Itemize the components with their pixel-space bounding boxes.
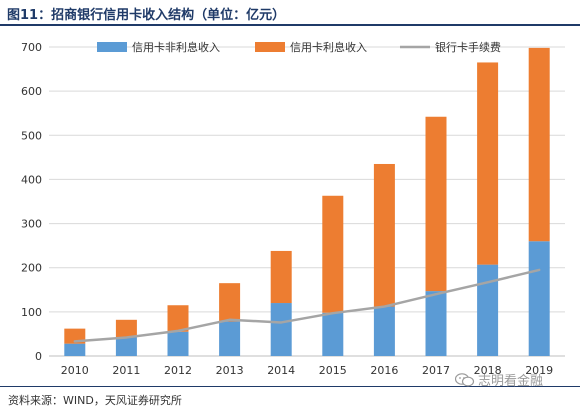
bar-interest-income bbox=[528, 47, 550, 242]
x-tick-label: 2019 bbox=[525, 364, 553, 377]
y-tick-label: 600 bbox=[21, 85, 42, 98]
bar-interest-income bbox=[115, 319, 137, 338]
x-tick-label: 2010 bbox=[61, 364, 89, 377]
x-tick-label: 2017 bbox=[422, 364, 450, 377]
y-tick-label: 100 bbox=[21, 306, 42, 319]
series-line-card-fees bbox=[73, 268, 541, 343]
x-axis-ticks: 2010 2011 2012 2013 2014 2015 2016 2017 2018 2019 bbox=[61, 364, 553, 377]
bar-non-interest-income bbox=[270, 303, 292, 356]
footer-divider bbox=[0, 386, 580, 387]
watermark-text: 志明看金融 bbox=[478, 374, 544, 389]
y-tick-label: 200 bbox=[21, 262, 42, 275]
legend-swatch bbox=[255, 42, 285, 52]
bar-non-interest-income bbox=[64, 343, 86, 356]
legend-label: 信用卡非利息收入 bbox=[132, 40, 220, 54]
fee-line bbox=[73, 268, 541, 343]
figure-title: 图11：招商银行信用卡收入结构（单位：亿元） bbox=[7, 8, 286, 23]
bar-interest-income bbox=[425, 116, 447, 292]
bar-non-interest-income bbox=[115, 337, 137, 356]
legend-label: 银行卡手续费 bbox=[435, 40, 501, 54]
bar-interest-income bbox=[219, 283, 241, 322]
bar-interest-income bbox=[373, 163, 395, 307]
bar-interest-income bbox=[167, 305, 189, 332]
bar-non-interest-income bbox=[477, 264, 499, 356]
title-divider bbox=[0, 24, 580, 26]
bars bbox=[64, 47, 550, 356]
bar-non-interest-income bbox=[322, 312, 344, 356]
bar-interest-income bbox=[270, 250, 292, 304]
wechat-icon bbox=[455, 372, 475, 386]
bar-non-interest-income bbox=[425, 291, 447, 356]
bar-non-interest-income bbox=[528, 241, 550, 356]
x-tick-label: 2013 bbox=[216, 364, 244, 377]
legend-swatch bbox=[97, 42, 127, 52]
legend-label: 信用卡利息收入 bbox=[290, 40, 367, 54]
x-tick-label: 2014 bbox=[267, 364, 295, 377]
x-tick-label: 2018 bbox=[474, 364, 502, 377]
bar-non-interest-income bbox=[219, 321, 241, 356]
source-note: 资料来源：WIND，天风证券研究所 bbox=[8, 394, 182, 407]
x-tick-label: 2016 bbox=[370, 364, 398, 377]
y-tick-label: 400 bbox=[21, 173, 42, 186]
y-tick-label: 700 bbox=[21, 41, 42, 54]
y-tick-label: 500 bbox=[21, 129, 42, 142]
watermark: 志明看金融 bbox=[455, 370, 543, 389]
bar-interest-income bbox=[322, 195, 344, 313]
y-tick-label: 0 bbox=[35, 350, 42, 363]
x-tick-label: 2012 bbox=[164, 364, 192, 377]
x-tick-label: 2015 bbox=[319, 364, 347, 377]
y-tick-label: 300 bbox=[21, 218, 42, 231]
x-tick-label: 2011 bbox=[112, 364, 140, 377]
bar-non-interest-income bbox=[373, 306, 395, 356]
y-axis-ticks: 0 100 200 300 400 500 600 700 bbox=[21, 41, 42, 363]
legend: 信用卡非利息收入 信用卡利息收入 银行卡手续费 bbox=[97, 40, 501, 54]
bar-interest-income bbox=[477, 62, 499, 265]
bar-non-interest-income bbox=[167, 331, 189, 356]
